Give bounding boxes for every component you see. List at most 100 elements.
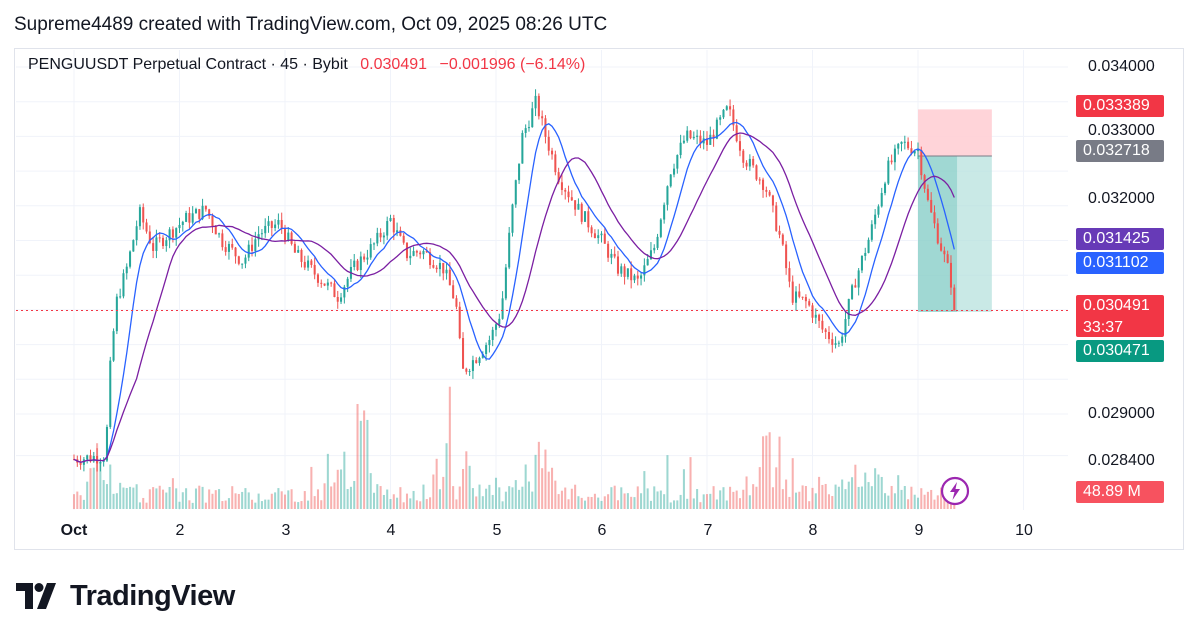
volume-bar	[405, 493, 409, 509]
chart-header: Supreme4489 created with TradingView.com…	[14, 14, 608, 35]
volume-bar	[880, 476, 883, 509]
volume-bar	[811, 487, 814, 509]
volume-bar	[422, 484, 425, 509]
candle-body	[583, 211, 587, 222]
volume-bar	[135, 484, 138, 509]
volume-bar	[491, 494, 494, 509]
candle-body	[241, 263, 244, 265]
candle-body	[448, 269, 451, 286]
volume-bar	[498, 487, 501, 509]
y-tick-label: 0.028400	[1088, 452, 1155, 469]
volume-bar	[742, 489, 745, 509]
candle-body	[877, 206, 880, 215]
candle-body	[504, 267, 507, 299]
volume-bar	[429, 497, 432, 509]
candle-body	[603, 233, 606, 244]
volume-bar	[102, 480, 105, 509]
volume-bar	[359, 420, 362, 509]
candle-body	[913, 151, 916, 154]
candle-body	[798, 291, 801, 297]
candle-body	[465, 368, 468, 372]
candle-body	[851, 285, 854, 299]
candle-body	[442, 262, 445, 274]
candle-body	[129, 251, 132, 267]
volume-bar	[844, 489, 847, 509]
candle-body	[122, 273, 125, 297]
candle-body	[316, 274, 319, 283]
volume-bar	[211, 493, 214, 509]
x-tick-label: 6	[597, 522, 607, 539]
tradingview-logo[interactable]: TradingView	[16, 576, 235, 616]
candle-body	[870, 224, 873, 240]
candle-body	[264, 225, 267, 234]
candle-body	[847, 298, 850, 320]
candle-body	[620, 266, 623, 274]
volume-bar	[537, 441, 540, 509]
candle-body	[943, 250, 946, 255]
volume-bar	[72, 494, 76, 509]
volume-bar	[682, 469, 685, 509]
volume-bar	[837, 486, 840, 509]
candle-body	[607, 243, 610, 258]
volume-bar	[161, 489, 165, 509]
candle-body	[455, 298, 458, 307]
candle-body	[389, 217, 392, 222]
candle-body	[778, 230, 781, 235]
candle-body	[916, 150, 920, 152]
candle-body	[475, 360, 478, 364]
volume-bar	[603, 496, 606, 509]
candle-body	[125, 266, 128, 274]
volume-bar	[557, 494, 560, 509]
candle-body	[547, 136, 550, 151]
lightning-icon[interactable]	[940, 476, 970, 506]
candle-body	[824, 329, 827, 333]
candle-body	[145, 222, 148, 232]
volume-bar	[887, 495, 890, 509]
candle-body	[270, 221, 273, 228]
volume-bar	[818, 476, 821, 509]
volume-bar	[907, 499, 910, 509]
candle-body	[653, 247, 656, 251]
volume-bar	[89, 468, 92, 509]
volume-bar	[696, 489, 699, 509]
volume-bar	[590, 497, 593, 509]
volume-bar	[185, 488, 188, 509]
candle-body	[557, 172, 560, 183]
chart-legend: PENGUUSDT Perpetual Contract · 45 · Bybi…	[28, 56, 585, 74]
volume-bar	[247, 492, 250, 509]
volume-bar	[735, 490, 738, 509]
volume-bar	[547, 471, 550, 509]
volume-bar	[132, 487, 135, 509]
candle-body	[171, 229, 174, 238]
candle-body	[551, 150, 554, 155]
candle-body	[666, 186, 669, 205]
candle-body	[593, 233, 596, 239]
candle-body	[794, 291, 798, 303]
candle-body	[663, 204, 666, 220]
volume-bar	[455, 499, 458, 509]
candle-body	[689, 130, 692, 139]
volume-bar	[916, 497, 920, 509]
volume-bar	[313, 496, 316, 509]
candle-body	[257, 234, 260, 240]
volume-bar	[188, 500, 191, 509]
volume-bar	[583, 500, 587, 509]
volume-bar	[175, 488, 178, 509]
candle-body	[738, 141, 741, 151]
candle-body	[827, 332, 831, 340]
candle-body	[907, 141, 910, 149]
volume-bar	[224, 500, 227, 509]
candle-body	[320, 282, 323, 284]
volume-bar	[940, 487, 943, 509]
volume-bar	[274, 492, 277, 509]
candle-body	[435, 267, 438, 270]
candle-body	[564, 189, 567, 192]
candle-body	[600, 233, 603, 236]
volume-bar	[534, 454, 537, 509]
candle-body	[333, 283, 336, 297]
candle-body	[676, 155, 679, 169]
volume-bar	[646, 488, 649, 509]
candle-body	[99, 462, 102, 464]
candle-body	[656, 236, 659, 248]
